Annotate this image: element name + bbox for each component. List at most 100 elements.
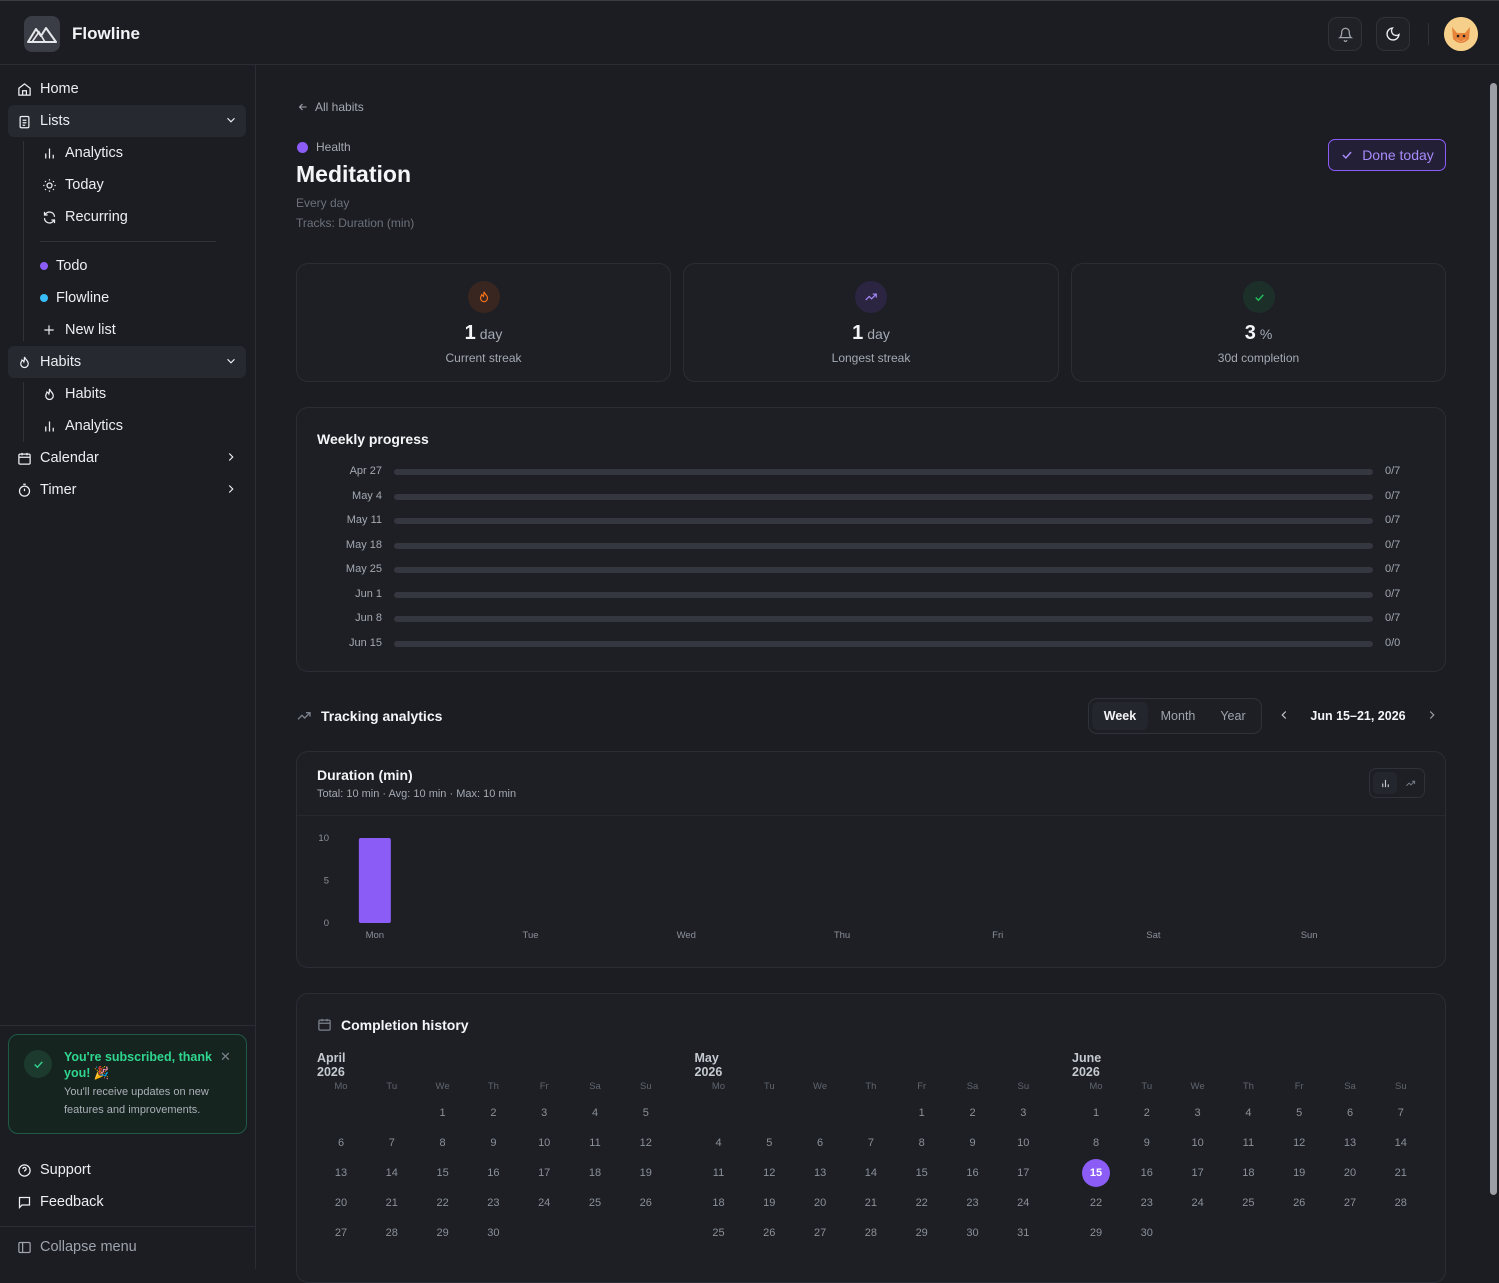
calendar-day[interactable]: 29 [436,1227,449,1239]
calendar-day[interactable]: 26 [1293,1197,1306,1209]
nav-home[interactable]: Home [8,73,246,105]
calendar-day[interactable]: 10 [1017,1137,1030,1149]
nav-habits[interactable]: Habits [8,346,246,378]
calendar-day[interactable]: 26 [763,1227,776,1239]
chevron-left-icon[interactable] [1277,708,1291,722]
bar-mon[interactable] [358,838,391,923]
calendar-day[interactable]: 18 [1242,1167,1255,1179]
sidebar-item-recurring[interactable]: Recurring [33,203,128,231]
bar-chart-view-button[interactable] [1373,772,1397,794]
calendar-day[interactable]: 9 [969,1137,976,1149]
calendar-day[interactable]: 5 [642,1107,649,1119]
calendar-day[interactable]: 16 [487,1167,500,1179]
calendar-day[interactable]: 8 [439,1137,446,1149]
calendar-day[interactable]: 26 [639,1197,652,1209]
calendar-day[interactable]: 29 [1089,1227,1103,1239]
calendar-day[interactable]: 4 [715,1137,722,1149]
notifications-button[interactable] [1328,17,1362,51]
calendar-day[interactable]: 11 [589,1137,601,1149]
calendar-day[interactable]: 13 [334,1167,348,1179]
chevron-right-icon[interactable] [224,482,238,496]
chevron-right-icon[interactable] [1425,708,1439,722]
calendar-day[interactable]: 1 [1092,1107,1100,1119]
calendar-day[interactable]: 22 [436,1197,449,1209]
calendar-day[interactable]: 6 [817,1137,824,1149]
calendar-day[interactable]: 13 [813,1167,827,1179]
calendar-day[interactable]: 12 [1293,1137,1306,1149]
calendar-day[interactable]: 15 [436,1167,449,1179]
line-chart-view-button[interactable] [1398,772,1422,794]
calendar-day[interactable]: 6 [1346,1107,1354,1119]
calendar-day[interactable]: 5 [766,1137,773,1149]
app-logo[interactable] [24,16,60,52]
calendar-day[interactable]: 19 [1293,1167,1306,1179]
calendar-day[interactable]: 14 [864,1167,878,1179]
chevron-down-icon[interactable] [224,354,238,368]
done-today-button[interactable]: Done today [1328,139,1446,171]
calendar-day[interactable]: 30 [1140,1227,1153,1239]
chevron-right-icon[interactable] [224,450,238,464]
calendar-day[interactable]: 31 [1017,1227,1030,1239]
calendar-day[interactable]: 12 [639,1137,652,1149]
calendar-day[interactable]: 29 [915,1227,928,1239]
calendar-day[interactable]: 27 [1343,1197,1357,1209]
calendar-day[interactable]: 28 [1394,1197,1407,1209]
chevron-down-icon[interactable] [224,113,238,127]
calendar-day[interactable]: 21 [864,1197,878,1209]
calendar-day[interactable]: 23 [966,1197,979,1209]
scrollbar[interactable] [1488,65,1499,1269]
calendar-day[interactable]: 9 [1143,1137,1150,1149]
sidebar-item-flowline[interactable]: Flowline [40,284,109,312]
nav-support[interactable]: Support [8,1154,246,1186]
calendar-day[interactable]: 24 [1017,1197,1030,1209]
close-icon[interactable]: ✕ [220,1049,231,1064]
calendar-day[interactable]: 27 [334,1227,348,1239]
calendar-day-today[interactable]: 15 [1082,1159,1110,1187]
sidebar-item-habit-analytics[interactable]: Analytics [33,412,123,440]
calendar-day[interactable]: 7 [867,1137,874,1149]
calendar-day[interactable]: 24 [1191,1197,1204,1209]
nav-calendar[interactable]: Calendar [8,442,246,474]
calendar-day[interactable]: 13 [1343,1137,1357,1149]
new-list-button[interactable]: New list [33,316,116,344]
calendar-day[interactable]: 19 [639,1167,652,1179]
calendar-day[interactable]: 16 [1140,1167,1153,1179]
calendar-day[interactable]: 17 [538,1167,551,1179]
calendar-day[interactable]: 5 [1296,1107,1303,1119]
scrollbar-thumb[interactable] [1490,83,1497,1195]
calendar-day[interactable]: 7 [388,1137,395,1149]
nav-timer[interactable]: Timer [8,474,246,506]
calendar-day[interactable]: 11 [1242,1137,1255,1149]
period-year-button[interactable]: Year [1220,709,1246,723]
calendar-day[interactable]: 3 [1020,1107,1027,1119]
calendar-day[interactable]: 3 [1194,1107,1201,1119]
calendar-day[interactable]: 4 [591,1107,599,1119]
calendar-day[interactable]: 1 [439,1107,446,1119]
calendar-day[interactable]: 30 [487,1227,500,1239]
calendar-day[interactable]: 25 [712,1227,725,1239]
calendar-day[interactable]: 14 [385,1167,398,1179]
period-week-button[interactable]: Week [1092,702,1148,730]
calendar-day[interactable]: 17 [1191,1167,1204,1179]
sidebar-item-habits[interactable]: Habits [33,380,106,408]
calendar-day[interactable]: 7 [1397,1107,1404,1119]
nav-lists[interactable]: Lists [8,105,246,137]
nav-feedback[interactable]: Feedback [8,1186,246,1218]
calendar-day[interactable]: 20 [1343,1167,1357,1179]
calendar-day[interactable]: 25 [1242,1197,1255,1209]
calendar-day[interactable]: 11 [712,1167,725,1179]
sidebar-item-analytics[interactable]: Analytics [33,139,123,167]
calendar-day[interactable]: 19 [763,1197,776,1209]
sidebar-item-todo[interactable]: Todo [40,252,87,280]
calendar-day[interactable]: 10 [538,1137,551,1149]
calendar-day[interactable]: 2 [969,1107,976,1119]
calendar-day[interactable]: 4 [1245,1107,1252,1119]
calendar-day[interactable]: 17 [1017,1167,1030,1179]
calendar-day[interactable]: 25 [588,1197,602,1209]
calendar-day[interactable]: 9 [490,1137,497,1149]
calendar-day[interactable]: 28 [864,1227,878,1239]
calendar-day[interactable]: 3 [541,1107,548,1119]
calendar-day[interactable]: 10 [1191,1137,1204,1149]
calendar-day[interactable]: 16 [966,1167,979,1179]
calendar-day[interactable]: 23 [1140,1197,1153,1209]
